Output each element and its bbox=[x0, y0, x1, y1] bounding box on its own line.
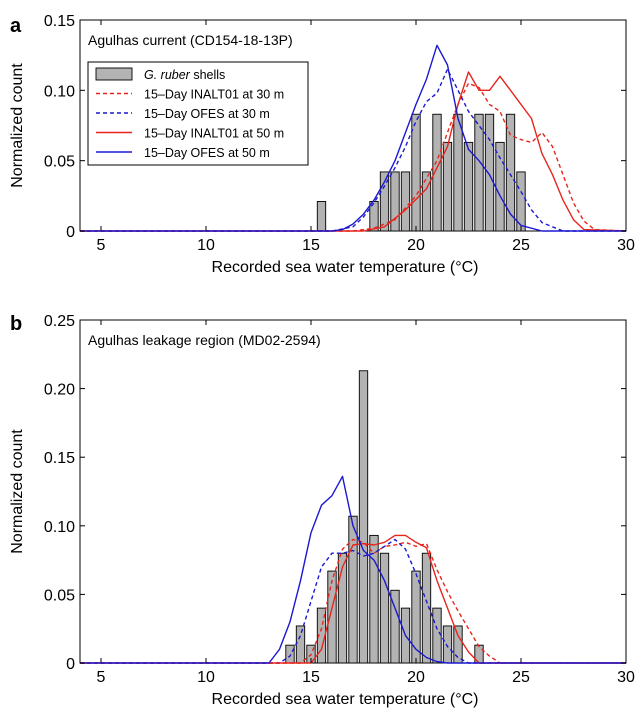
histogram-bar bbox=[379, 171, 390, 232]
histogram-bar bbox=[358, 370, 369, 664]
x-tick-label: 5 bbox=[97, 237, 106, 254]
histogram-bar bbox=[379, 552, 390, 664]
histogram-bar bbox=[421, 171, 432, 232]
y-tick-label: 0 bbox=[66, 656, 75, 673]
series-line-3 bbox=[80, 44, 626, 232]
legend-entry-italic: G. ruber bbox=[144, 68, 191, 82]
series-line-2 bbox=[80, 71, 627, 232]
x-tick-label: 15 bbox=[302, 669, 320, 686]
x-tick-label: 20 bbox=[407, 669, 425, 686]
legend-entry-suffix: shells bbox=[190, 68, 225, 82]
series-line-3 bbox=[80, 475, 626, 664]
histogram-bar bbox=[453, 113, 463, 232]
histogram-bar bbox=[285, 644, 295, 664]
x-tick-label: 30 bbox=[617, 237, 635, 254]
legend-entry: 15–Day INALT01 at 50 m bbox=[144, 127, 284, 141]
x-tick-label: 10 bbox=[197, 237, 215, 254]
histogram-bar bbox=[327, 570, 337, 664]
y-tick-label: 0.05 bbox=[44, 587, 75, 604]
y-tick-label: 0.15 bbox=[44, 13, 75, 30]
x-tick-label: 15 bbox=[302, 237, 320, 254]
x-tick-label: 20 bbox=[407, 237, 425, 254]
legend-entry-text: 15–Day INALT01 at 30 m bbox=[144, 88, 284, 102]
histogram-bar bbox=[295, 625, 306, 664]
histogram-bar bbox=[505, 113, 516, 232]
panel-label: a bbox=[10, 15, 22, 37]
legend-entry: 15–Day OFES at 30 m bbox=[144, 107, 270, 121]
panel-b: b 5 10 15 20 25 30 0 0.05 0.10 0.15 0.20 0.25 Recorde… bbox=[9, 313, 635, 708]
y-tick-label: 0.10 bbox=[44, 519, 75, 536]
legend: G. ruber shells 15–Day INALT01 at 30 m 15–… bbox=[87, 61, 309, 166]
histogram-bar bbox=[463, 141, 474, 232]
x-tick-label: 25 bbox=[512, 669, 530, 686]
histogram-bar bbox=[495, 141, 505, 232]
legend-entry: G. ruber shells bbox=[144, 68, 225, 82]
histogram-bar bbox=[421, 552, 432, 664]
legend-entry-text: 15–Day OFES at 50 m bbox=[144, 146, 270, 160]
histogram-bar bbox=[442, 141, 453, 232]
legend-swatch-bar bbox=[95, 67, 133, 81]
legend-entry-text: 15–Day INALT01 at 50 m bbox=[144, 127, 284, 141]
y-tick-label: 0.25 bbox=[44, 313, 75, 330]
histogram-bar bbox=[474, 113, 484, 232]
y-tick-label: 0.05 bbox=[44, 154, 75, 171]
histogram-bar bbox=[369, 201, 379, 232]
legend-entry-text: 15–Day OFES at 30 m bbox=[144, 107, 270, 121]
x-tick-label: 30 bbox=[617, 669, 635, 686]
histogram-bar bbox=[432, 113, 442, 232]
x-axis-label: Recorded sea water temperature (°C) bbox=[212, 259, 479, 276]
x-axis-label: Recorded sea water temperature (°C) bbox=[212, 691, 479, 708]
series-line-1 bbox=[80, 538, 626, 664]
y-axis-label: Normalized count bbox=[9, 63, 26, 188]
y-tick-label: 0.15 bbox=[44, 450, 75, 467]
series-line-2 bbox=[80, 534, 626, 664]
histogram-bar bbox=[442, 625, 453, 664]
legend-entry: 15–Day INALT01 at 30 m bbox=[144, 88, 284, 102]
histogram-bar bbox=[400, 171, 411, 232]
x-tick-label: 5 bbox=[97, 669, 106, 686]
series-line-0 bbox=[80, 82, 627, 232]
histogram-bar bbox=[390, 171, 400, 232]
panel-label: b bbox=[10, 313, 22, 335]
panel-annotation: Agulhas current (CD154-18-13P) bbox=[88, 32, 293, 48]
histogram-bar bbox=[316, 201, 327, 232]
y-tick-label: 0.10 bbox=[44, 83, 75, 100]
x-tick-label: 25 bbox=[512, 237, 530, 254]
histogram-bar bbox=[337, 552, 348, 664]
x-tick-label: 10 bbox=[197, 669, 215, 686]
legend-entry: 15–Day OFES at 50 m bbox=[144, 146, 270, 160]
series-line-1 bbox=[80, 68, 626, 232]
y-axis-label: Normalized count bbox=[9, 429, 26, 554]
y-tick-label: 0.20 bbox=[44, 382, 75, 399]
histogram-bar bbox=[348, 515, 358, 664]
histogram-bar bbox=[432, 607, 442, 664]
histogram-bar bbox=[411, 113, 421, 232]
histogram-bar bbox=[484, 113, 495, 232]
y-tick-label: 0 bbox=[66, 224, 75, 241]
histogram-bar bbox=[369, 534, 379, 664]
panel-annotation: Agulhas leakage region (MD02-2594) bbox=[88, 332, 321, 348]
histogram-bar bbox=[390, 589, 400, 664]
panel-a: a 5 10 15 20 25 30 0 0.05 0.10 0.15 Recorded sea wa… bbox=[9, 13, 635, 276]
